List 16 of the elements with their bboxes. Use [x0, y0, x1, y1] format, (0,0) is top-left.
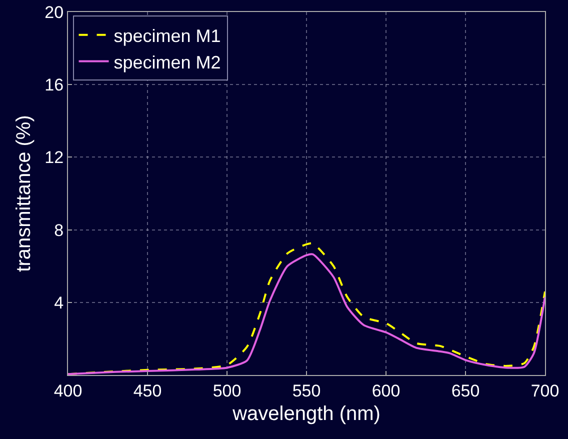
y-tick-label: 16	[44, 76, 64, 95]
y-tick-label: 8	[54, 220, 64, 240]
x-tick-label: 400	[54, 381, 82, 400]
y-tick-label: 20	[44, 2, 64, 22]
x-tick-label: 650	[451, 381, 480, 400]
x-tick-label: 600	[372, 381, 400, 400]
legend-label: specimen M1	[114, 26, 221, 46]
x-tick-label: 700	[530, 381, 560, 400]
y-tick-label: 12	[44, 148, 64, 168]
y-tick-label: 4	[54, 293, 64, 312]
x-tick-label: 550	[292, 381, 321, 400]
y-axis-title: transmittance (%)	[13, 115, 36, 272]
x-tick-label: 450	[133, 381, 162, 400]
x-axis-title: wavelength (nm)	[232, 402, 380, 425]
x-tick-label: 500	[212, 381, 242, 400]
legend-label: specimen M2	[114, 52, 221, 72]
